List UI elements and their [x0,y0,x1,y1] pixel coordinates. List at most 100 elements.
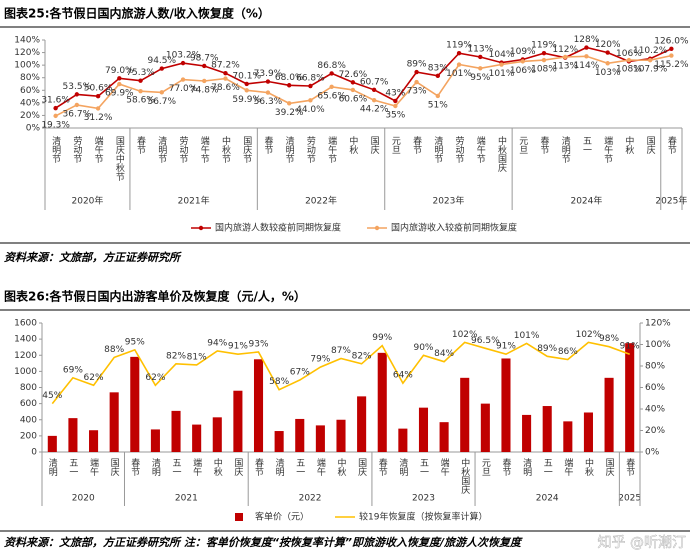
point [605,50,610,55]
y-tick-label: 1000 [14,367,37,377]
legend-swatch [374,225,380,231]
data-label: 58.6% [126,96,155,106]
y-tick-label: 60% [20,86,40,96]
x-tick-label: 端午节 [326,135,337,164]
series-line [55,54,672,117]
data-label: 84% [434,349,454,359]
x-tick-label: 五一 [581,136,592,154]
x-tick-label: 春节 [135,135,146,155]
bar [253,359,264,452]
y-tick-label: 400 [20,415,37,425]
data-label: 82% [166,351,186,361]
x-tick-label: 中秋 [212,457,223,477]
y2-tick-label: 100% [645,340,671,350]
data-label: 86.8% [317,61,346,71]
x-tick-label: 五一 [171,458,182,476]
y-tick-label: 200 [20,431,37,441]
bar [89,430,99,452]
x-tick-label: 春节 [500,457,511,477]
data-label: 114% [574,61,600,71]
group-label: 2022年 [305,195,337,207]
data-label: 108% [616,65,642,75]
bar [150,429,160,452]
y-tick-label: 0 [31,448,37,458]
point [563,54,568,60]
x-tick-label: 端午 [88,457,99,477]
y-tick-label: 20% [20,111,40,121]
x-tick-label: 国庆 [356,458,367,477]
data-label: 91% [496,342,516,352]
point [265,90,271,95]
data-label: 96.5% [471,336,500,346]
data-label: 98% [599,334,619,344]
point [180,60,186,66]
bar [295,418,305,452]
x-tick-label: 清明节 [560,135,571,164]
x-tick-label: 国庆 [645,136,656,155]
x-tick-label: 国庆 [369,136,380,155]
bar [357,396,367,452]
point [138,88,143,94]
data-label: 68.0% [275,73,304,83]
legend-label: 较19年恢复度（按恢复率计算） [359,511,487,523]
x-tick-label: 国庆 [604,458,615,477]
y-tick-label: 800 [20,383,37,393]
data-label: 119% [531,41,557,51]
data-label: 79% [310,355,330,365]
data-label: 66.8% [296,74,325,84]
point [456,51,462,56]
data-label: 53.5% [63,82,92,92]
y-tick-label: 40% [20,98,40,108]
bar [460,377,470,452]
data-label: 50.6% [84,84,113,94]
point [350,87,356,93]
data-label: 64% [393,371,413,381]
data-label: 99% [372,333,392,343]
x-tick-label: 春节 [262,135,273,155]
data-label: 58% [269,377,289,387]
data-label: 115.2% [654,60,689,70]
y-tick-label: 1600 [14,319,37,329]
data-label: 103% [595,68,621,78]
data-label: 83% [428,63,448,73]
data-label: 51% [428,100,448,110]
data-label: 87.2% [211,61,240,71]
y2-tick-label: 40% [645,405,665,415]
x-tick-label: 端午 [191,457,202,477]
point [478,66,483,71]
point [456,62,462,67]
bar [274,431,284,452]
data-label: 89% [537,344,557,354]
x-tick-label: 端午 [439,457,450,477]
bar [109,392,119,452]
point [202,78,207,84]
point [180,77,186,82]
data-label: 94% [207,338,227,348]
data-label: 60.7% [360,77,389,87]
point [308,83,313,89]
x-tick-label: 清明节 [432,135,443,164]
point [286,101,292,106]
data-label: 73.9% [254,69,283,79]
x-tick-label: 中秋节 [220,135,231,164]
point [605,61,610,66]
data-label: 95% [125,337,145,347]
x-tick-label: 元旦 [480,458,491,476]
data-label: 44.2% [360,105,389,115]
data-label: 101% [514,331,540,341]
data-label: 44.0% [296,105,325,115]
data-label: 81% [187,352,207,362]
data-label: 39.2% [275,108,304,118]
group-label: 2025年 [655,195,687,207]
bar [439,422,449,452]
data-label: 126.0% [654,36,689,46]
chart-title: 图表26:各节假日国内出游客单价及恢复度（元/人，%） [4,289,306,304]
data-label: 89% [407,60,427,70]
data-label: 45% [42,391,62,401]
data-label: 101% [489,69,515,79]
x-tick-label: 劳动节 [71,135,82,164]
y2-tick-label: 80% [645,362,665,372]
x-tick-label: 五一 [67,458,78,476]
point [371,87,377,93]
